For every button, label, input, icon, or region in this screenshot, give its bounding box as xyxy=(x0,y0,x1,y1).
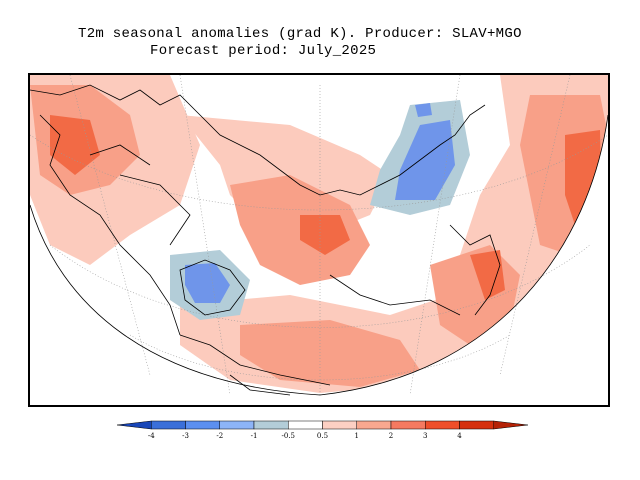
colorbar-legend: -4 -3 -2 -1 -0.5 0.5 1 2 3 4 xyxy=(115,420,530,450)
warm-medium-south xyxy=(240,320,420,387)
colorbar-tick-label: 3 xyxy=(423,432,427,440)
colorbar-segment xyxy=(322,420,357,430)
colorbar-tick-label: 0.5 xyxy=(317,432,328,440)
colorbar-segment xyxy=(219,420,255,430)
warm-strong-central xyxy=(300,215,350,255)
colorbar-tick-label: 2 xyxy=(389,432,393,440)
colorbar-tick-label: 4 xyxy=(457,432,462,440)
colorbar-segment xyxy=(425,420,460,430)
colorbar-segment xyxy=(459,420,494,430)
graticule xyxy=(30,75,608,396)
warm-strong-southeast xyxy=(470,250,505,300)
map-title-line1: T2m seasonal anomalies (grad K). Produce… xyxy=(78,26,522,42)
colorbar-tick-label: -2 xyxy=(216,432,223,440)
colorbar-tick-label: -3 xyxy=(182,432,189,440)
colorbar-segment xyxy=(253,420,289,430)
colorbar-tick-label: 1 xyxy=(355,432,359,440)
colorbar-segment xyxy=(288,420,323,430)
cold-medium-northeast xyxy=(395,120,455,200)
colorbar-tick-label: -1 xyxy=(251,432,258,440)
coastlines xyxy=(30,84,501,396)
map-title-line2: Forecast period: July_2025 xyxy=(150,43,377,59)
cold-medium-arctic xyxy=(415,103,432,117)
colorbar-segment xyxy=(151,420,186,430)
colorbar-tick-label: -0.5 xyxy=(282,432,296,440)
warm-strong-west xyxy=(50,115,100,175)
colorbar-segment xyxy=(493,420,529,430)
anomaly-map xyxy=(28,73,610,407)
colorbar-segment xyxy=(390,420,426,430)
colorbar-segment xyxy=(116,420,152,430)
cold-medium-caspian xyxy=(185,263,230,303)
colorbar-segment xyxy=(356,420,392,430)
colorbar-segment xyxy=(185,420,220,430)
colorbar-tick-label: -4 xyxy=(148,432,155,440)
